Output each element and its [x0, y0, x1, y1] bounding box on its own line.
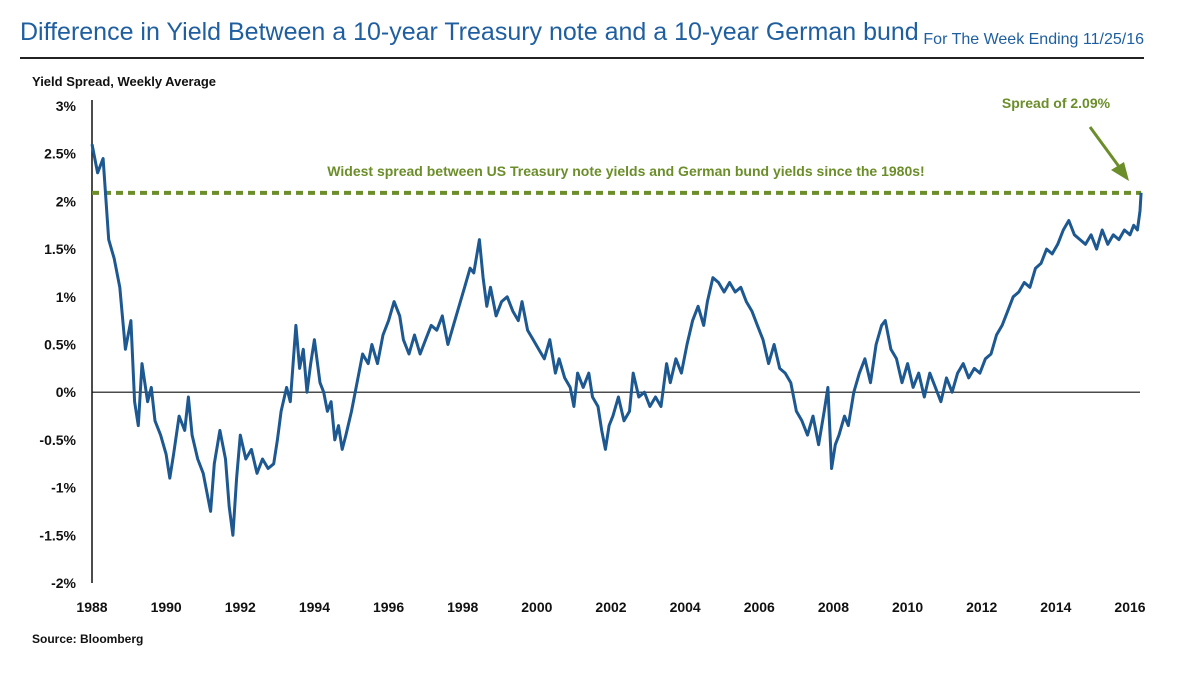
annotation-arrowhead	[1111, 162, 1129, 181]
y-tick-label: 0.5%	[44, 337, 76, 353]
y-axis-label: Yield Spread, Weekly Average	[32, 74, 216, 89]
series-line-yield-spread	[90, 143, 1143, 537]
y-tick-label: 1.5%	[44, 241, 76, 257]
x-tick-label: 2008	[818, 599, 849, 615]
x-tick-label: 2006	[744, 599, 775, 615]
y-tick-label: 2%	[56, 193, 77, 209]
x-tick-label: 2016	[1114, 599, 1145, 615]
annotation-arrow	[1088, 126, 1122, 169]
source-note: Source: Bloomberg	[32, 632, 144, 646]
y-tick-label: -0.5%	[39, 432, 76, 448]
x-tick-label: 2012	[966, 599, 997, 615]
x-tick-label: 2010	[892, 599, 923, 615]
y-tick-label: -1%	[51, 480, 76, 496]
y-tick-label: -1.5%	[39, 527, 76, 543]
title-divider	[20, 57, 1144, 59]
y-tick-label: 1%	[56, 289, 77, 305]
x-tick-label: 1998	[447, 599, 478, 615]
x-tick-label: 1994	[299, 599, 330, 615]
y-tick-labels: 3% 2.5% 2% 1.5% 1% 0.5% 0% -0.5% -1% -1.5% -2%	[39, 98, 76, 591]
x-tick-label: 2004	[670, 599, 701, 615]
disclaimer-text	[32, 660, 1142, 668]
x-tick-label: 2000	[521, 599, 552, 615]
x-tick-label: 2014	[1040, 599, 1071, 615]
x-tick-label: 1996	[373, 599, 404, 615]
y-tick-label: 0%	[56, 384, 77, 400]
chart-title: Difference in Yield Between a 10-year Tr…	[20, 18, 919, 46]
x-tick-label: 1990	[151, 599, 182, 615]
x-tick-label: 1988	[76, 599, 107, 615]
y-tick-label: -2%	[51, 575, 76, 591]
annotation-spread-label: Spread of 2.09%	[1002, 95, 1111, 111]
x-tick-label: 1992	[225, 599, 256, 615]
y-tick-label: 2.5%	[44, 146, 76, 162]
annotation-widest-spread: Widest spread between US Treasury note y…	[327, 163, 924, 179]
y-tick-label: 3%	[56, 98, 77, 114]
x-tick-labels: 1988 1990 1992 1994 1996 1998 2000 2002 2004 2006…	[76, 599, 1145, 615]
x-tick-label: 2002	[595, 599, 626, 615]
date-note: For The Week Ending 11/25/16	[923, 31, 1144, 48]
